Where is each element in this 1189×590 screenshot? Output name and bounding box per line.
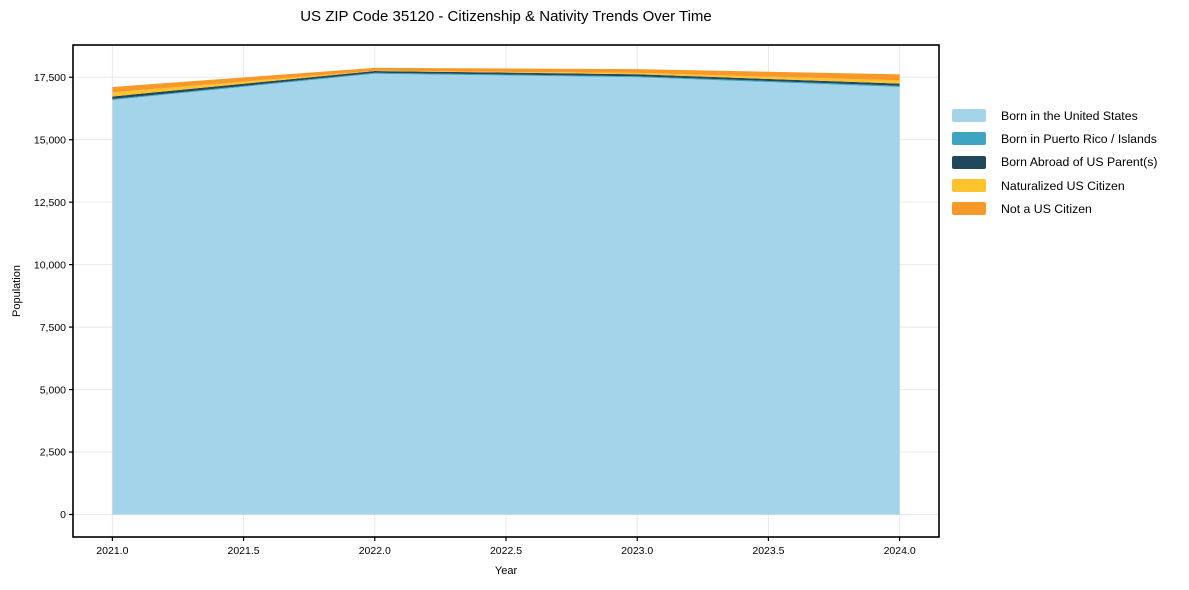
legend-label: Born in Puerto Rico / Islands <box>1001 131 1157 146</box>
chart-title: US ZIP Code 35120 - Citizenship & Nativi… <box>300 8 712 25</box>
legend-swatch <box>952 155 986 169</box>
x-tick-label: 2022.5 <box>490 545 522 557</box>
legend-swatch <box>952 202 986 216</box>
x-tick-label: 2021.0 <box>96 545 128 557</box>
legend-item: Born Abroad of US Parent(s) <box>952 151 1158 174</box>
x-axis-label: Year <box>494 565 518 577</box>
y-tick-label: 17,500 <box>34 72 66 84</box>
legend-item: Born in the United States <box>952 104 1158 127</box>
legend-swatch <box>952 109 986 123</box>
x-tick-label: 2021.5 <box>228 545 260 557</box>
area-born-in-the-united-states <box>112 73 900 515</box>
legend-label: Born Abroad of US Parent(s) <box>1001 155 1158 170</box>
legend-label: Naturalized US Citizen <box>1001 178 1125 193</box>
area-naturalized-us-citizen <box>112 70 900 97</box>
y-tick-label: 15,000 <box>34 134 66 146</box>
area-born-in-puerto-rico-islands <box>112 72 900 100</box>
legend-item: Naturalized US Citizen <box>952 174 1158 197</box>
y-tick-label: 2,500 <box>40 447 66 459</box>
y-tick-label: 10,000 <box>34 259 66 271</box>
x-tick-label: 2024.0 <box>884 545 916 557</box>
y-tick-label: 5,000 <box>40 384 66 396</box>
area-not-a-us-citizen <box>112 67 900 93</box>
legend-item: Not a US Citizen <box>952 197 1158 220</box>
legend-swatch <box>952 132 986 146</box>
legend-item: Born in Puerto Rico / Islands <box>952 127 1158 150</box>
legend-label: Born in the United States <box>1001 108 1138 123</box>
y-tick-label: 0 <box>60 509 66 521</box>
x-tick-label: 2023.5 <box>752 545 784 557</box>
x-tick-label: 2023.0 <box>621 545 653 557</box>
x-tick-label: 2022.0 <box>359 545 391 557</box>
y-tick-label: 12,500 <box>34 197 66 209</box>
y-tick-label: 7,500 <box>40 322 66 334</box>
area-born-abroad-of-us-parent-s <box>112 70 900 99</box>
y-axis-label: Population <box>11 265 23 317</box>
legend-label: Not a US Citizen <box>1001 201 1092 216</box>
legend-swatch <box>952 179 986 193</box>
legend: Born in the United States Born in Puerto… <box>952 104 1158 220</box>
